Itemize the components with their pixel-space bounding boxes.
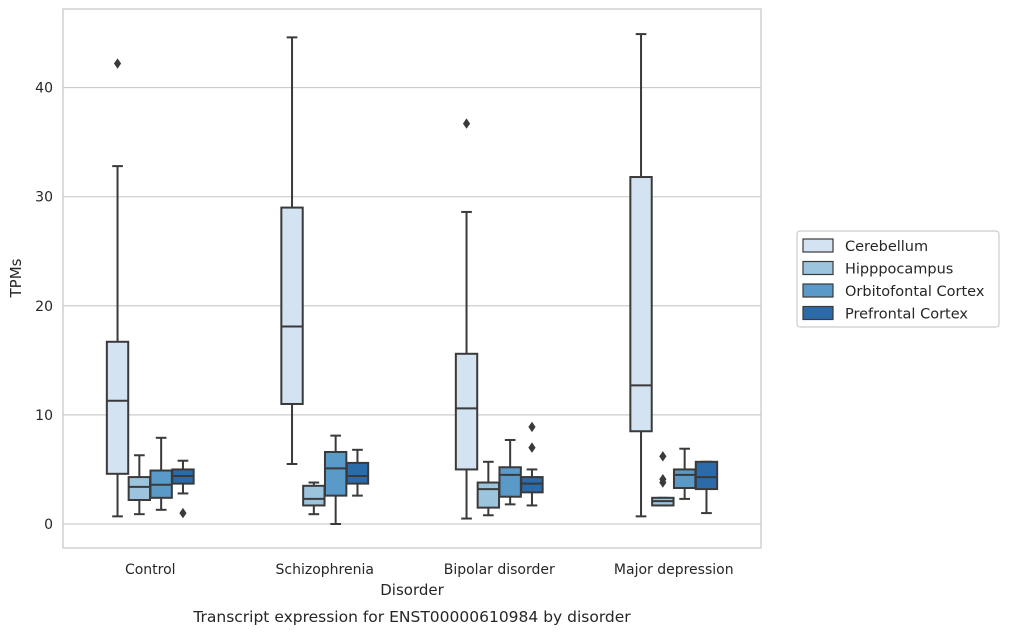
y-tick-label: 30 xyxy=(35,190,53,206)
box-group xyxy=(520,421,544,507)
plot-area xyxy=(62,8,762,549)
box xyxy=(105,340,130,475)
legend-swatch xyxy=(802,238,834,253)
outlier-point xyxy=(462,118,471,129)
x-tick-label: Control xyxy=(125,562,176,578)
y-tick-label: 10 xyxy=(35,408,53,424)
box xyxy=(629,176,653,433)
y-tick-labels: 0 10 20 30 40 xyxy=(35,81,53,533)
y-tick-label: 20 xyxy=(35,299,53,315)
legend: Cerebellum Hipppocampus Orbitofontal Corte… xyxy=(796,230,1000,328)
outlier-point xyxy=(528,442,536,453)
box xyxy=(127,476,152,501)
box-group xyxy=(149,436,173,511)
y-tick-label: 40 xyxy=(35,81,53,97)
x-tick-label: Schizophrenia xyxy=(276,562,374,578)
box-group xyxy=(629,33,653,518)
x-tick-labels: Control Schizophrenia Bipolar disorder Majo… xyxy=(125,562,734,578)
box-group xyxy=(651,451,675,507)
box xyxy=(672,468,697,489)
box-group xyxy=(323,434,348,525)
y-tick-label: 0 xyxy=(44,517,53,533)
legend-label: Prefrontal Cortex xyxy=(845,307,968,323)
boxes xyxy=(105,33,719,525)
legend-frame xyxy=(796,230,1000,328)
x-tick-label: Bipolar disorder xyxy=(444,562,555,578)
outlier-point xyxy=(528,421,536,433)
y-axis-label: TPMs xyxy=(7,258,25,298)
box xyxy=(323,450,348,497)
legend-label: Orbitofontal Cortex xyxy=(845,284,985,300)
outlier-point xyxy=(179,507,187,519)
box xyxy=(498,466,522,498)
legend-label: Cerebellum xyxy=(845,239,928,255)
box-group xyxy=(345,448,370,497)
box-group xyxy=(694,460,719,515)
box-group xyxy=(171,459,195,519)
box xyxy=(520,476,544,494)
box-group xyxy=(105,58,130,518)
outlier-point xyxy=(659,474,667,485)
x-tick-label: Major depression xyxy=(614,562,734,578)
box xyxy=(302,484,326,507)
box-group xyxy=(127,454,152,516)
box-group xyxy=(280,36,304,465)
outlier-point xyxy=(659,451,667,462)
outlier-point xyxy=(113,58,122,69)
box xyxy=(454,352,479,471)
legend-swatch xyxy=(802,283,834,298)
box-group xyxy=(454,118,479,520)
legend-label: Hipppocampus xyxy=(845,262,953,278)
box xyxy=(476,481,501,509)
legend-swatch xyxy=(802,305,834,321)
box xyxy=(694,460,719,491)
legend-swatch xyxy=(802,260,834,276)
box xyxy=(280,206,304,405)
chart-caption: Transcript expression for ENST0000061098… xyxy=(192,608,631,626)
box xyxy=(345,461,370,485)
x-axis-label: Disorder xyxy=(380,581,444,599)
box-group xyxy=(302,481,326,516)
